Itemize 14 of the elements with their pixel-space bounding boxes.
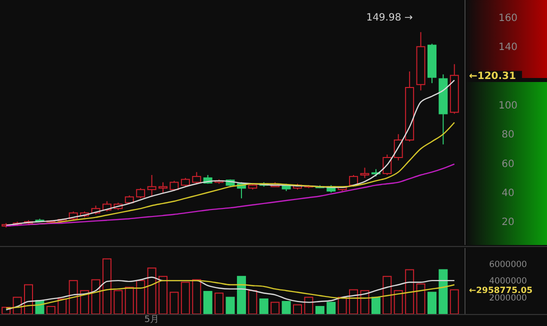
text: ←2958775.05 — [469, 286, 533, 296]
y-tick-label: 100 — [498, 100, 518, 112]
y-tick-label: 20 — [502, 217, 514, 228]
y-tick-label: 140 — [498, 42, 518, 54]
y-tick-label: 6000000 — [489, 260, 527, 270]
y-tick-label: 160 — [498, 13, 518, 24]
x-tick-label: 5月 — [144, 315, 160, 325]
y-tick-label: 4000000 — [489, 276, 527, 287]
text: ←120.31 — [469, 70, 516, 82]
annotation: 149.98 → — [366, 12, 413, 24]
y-tick-label: 40 — [502, 188, 514, 199]
y-tick-label: 60 — [502, 158, 514, 170]
y-tick-label: 80 — [502, 130, 514, 141]
y-tick-label: 2000000 — [489, 293, 527, 304]
